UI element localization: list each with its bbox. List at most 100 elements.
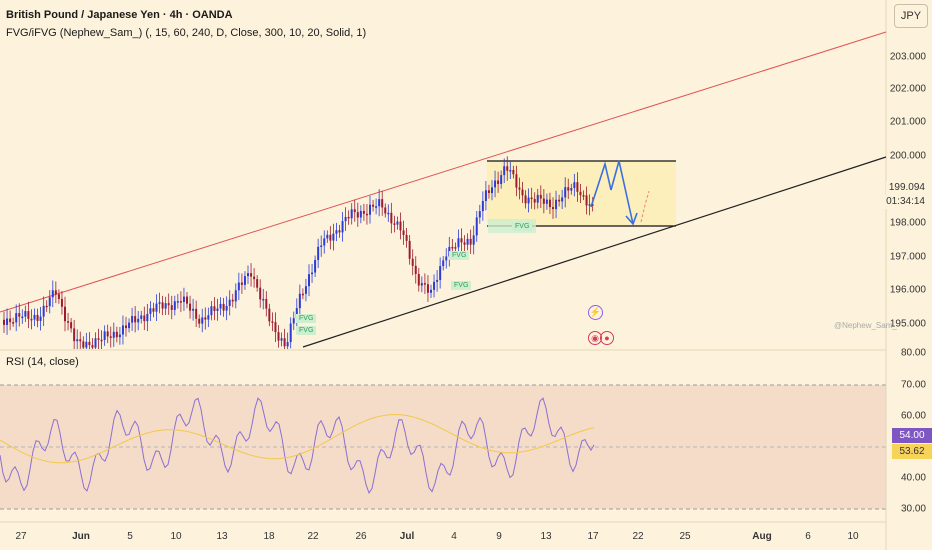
candle-body	[323, 238, 326, 246]
candle-body	[237, 282, 240, 291]
candle-body	[405, 234, 408, 241]
candle-body	[186, 296, 188, 304]
time-tick: Jun	[72, 531, 90, 542]
support-trendline[interactable]	[302, 156, 887, 348]
rsi-tick: 80.00	[900, 347, 926, 359]
lightning-icon[interactable]: ⚡	[588, 305, 603, 320]
candle-body	[414, 265, 417, 275]
candle-body	[570, 188, 573, 191]
candle-body	[283, 338, 286, 347]
candle-body	[545, 199, 548, 204]
candle-body	[109, 336, 112, 338]
time-tick: 17	[587, 531, 599, 542]
candle-body	[329, 234, 332, 241]
candle-body	[527, 197, 530, 204]
candle-body	[298, 293, 301, 309]
fvg-label: FVG	[512, 222, 533, 231]
candle-body	[579, 191, 582, 196]
candle-body	[558, 199, 561, 202]
candle-body	[552, 207, 554, 210]
candle-body	[131, 316, 134, 323]
candle-body	[85, 341, 88, 348]
candle-body	[115, 331, 118, 338]
rsi-ma-line	[0, 414, 595, 464]
time-tick: Jul	[399, 531, 415, 542]
candle-body	[118, 334, 121, 338]
rsi-legend[interactable]: RSI (14, close)	[6, 356, 79, 368]
price-tick: 197.000	[889, 251, 926, 263]
candle-body	[243, 276, 246, 285]
candle-body	[134, 316, 137, 323]
candle-body	[564, 187, 567, 198]
candle-body	[439, 266, 442, 280]
candle-body	[542, 198, 545, 204]
candle-body	[433, 281, 436, 290]
candle-body	[225, 305, 228, 311]
fvg-label: FVG	[451, 281, 472, 290]
candle-body	[423, 283, 426, 285]
candle-body	[591, 204, 594, 206]
candle-body	[561, 197, 564, 202]
candle-body	[375, 206, 378, 208]
candle-body	[280, 338, 283, 341]
candle-body	[408, 240, 411, 259]
candle-body	[42, 305, 45, 317]
candle-body	[176, 301, 179, 303]
candle-body	[45, 305, 48, 308]
candle-body	[152, 308, 155, 312]
candle-body	[149, 308, 152, 314]
candle-body	[195, 308, 198, 319]
candle-body	[509, 169, 512, 172]
candle-body	[167, 303, 170, 306]
symbol-title[interactable]: British Pound / Japanese Yen · 4h · OAND…	[6, 9, 233, 21]
candle-body	[259, 287, 262, 300]
price-tick: 201.000	[889, 116, 926, 128]
candle-body	[387, 212, 390, 215]
candle-body	[207, 315, 210, 320]
candle-body	[27, 311, 30, 319]
resistance-trendline[interactable]	[0, 31, 887, 313]
candle-body	[301, 293, 304, 296]
candle-body	[548, 199, 551, 208]
candle-body	[317, 246, 320, 260]
candle-body	[536, 194, 539, 203]
candle-body	[228, 299, 231, 306]
candle-body	[3, 319, 5, 325]
candle-body	[112, 331, 115, 338]
indicator-legend[interactable]: FVG/iFVG (Nephew_Sam_) (, 15, 60, 240, D…	[6, 27, 367, 39]
ghost-projection	[640, 190, 650, 223]
candle-body	[353, 209, 356, 213]
candle-body	[91, 345, 94, 348]
range-box[interactable]	[487, 161, 676, 226]
candle-body	[567, 187, 570, 191]
rsi-tick: 60.00	[900, 410, 926, 422]
candle-body	[442, 260, 445, 267]
price-tick: 196.000	[889, 284, 926, 296]
candle-body	[350, 209, 353, 219]
currency-button[interactable]: JPY	[894, 4, 928, 28]
candle-body	[64, 306, 66, 322]
time-tick: 26	[355, 531, 367, 542]
rsi-value-badge: 54.00	[892, 428, 932, 443]
candle-body	[192, 308, 195, 311]
candle-body	[378, 199, 381, 207]
fvg-label: FVG	[296, 326, 317, 335]
candle-body	[240, 282, 243, 285]
candle-body	[173, 301, 176, 310]
candle-body	[234, 290, 237, 302]
projection-path[interactable]	[590, 160, 634, 225]
candle-body	[253, 276, 256, 280]
record-icon[interactable]: ●	[600, 331, 614, 345]
price-tick: 200.000	[889, 150, 926, 162]
candle-body	[57, 294, 60, 299]
candle-body	[500, 175, 503, 185]
candle-body	[277, 332, 280, 341]
candle-body	[155, 303, 158, 312]
candle-body	[274, 322, 277, 333]
candle-body	[100, 339, 103, 342]
candle-body	[463, 242, 466, 245]
candle-body	[372, 204, 375, 207]
candle-body	[271, 321, 274, 323]
candle-body	[445, 256, 448, 261]
